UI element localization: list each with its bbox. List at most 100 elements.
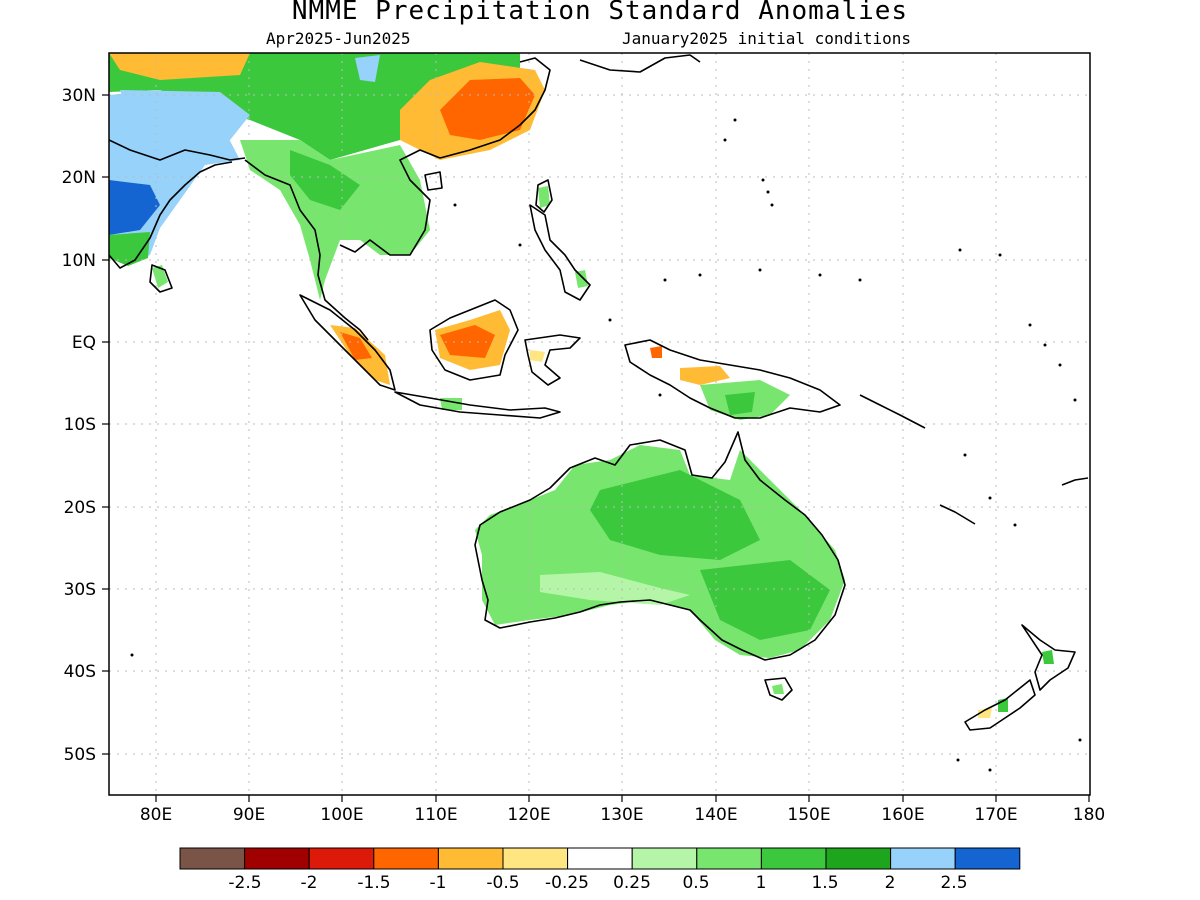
colorbar-swatch (954, 847, 1021, 870)
coast-new-caledonia (939, 504, 976, 525)
islands (130, 118, 1082, 772)
colorbar-label: 1 (756, 873, 767, 893)
lon-tick-label: 170E (974, 805, 1017, 825)
colorbar-label: -0.25 (545, 873, 589, 893)
lake-blue (355, 55, 380, 82)
gridlines (109, 53, 1090, 795)
colorbar-swatch (179, 847, 246, 870)
colorbar-swatch (890, 847, 956, 870)
indochina-darkgreen (290, 150, 360, 210)
lon-tick-label: 90E (233, 805, 265, 825)
lat-tick-label: 20N (62, 168, 96, 188)
india-south-green (109, 232, 150, 266)
lat-tick-label: 30S (64, 580, 96, 600)
colorbar-label: -2 (301, 873, 318, 893)
colorbar-label: -0.5 (486, 873, 519, 893)
coast-taiwan (535, 179, 553, 213)
tasmania-green (772, 684, 784, 694)
coast-borneo (429, 299, 519, 381)
lon-tick-label: 180 (1073, 805, 1105, 825)
australia-darkgreen-2 (700, 560, 830, 640)
colorbar-swatch (244, 847, 310, 870)
colorbar-label: 0.25 (613, 873, 651, 893)
forecast-period: Apr2025-Jun2025 (266, 29, 411, 48)
coast-india (109, 139, 246, 269)
coast-philippines (529, 204, 591, 301)
lon-tick-label: 100E (320, 805, 363, 825)
colorbar-swatch (308, 847, 375, 870)
longitude-axis (155, 795, 1090, 802)
coast-indochina (339, 149, 441, 256)
colorbar-swatch (437, 847, 504, 870)
lon-tick-label: 120E (507, 805, 550, 825)
lat-tick-label: 20S (64, 498, 96, 518)
lon-tick-label: 130E (600, 805, 643, 825)
colorbar-swatch (696, 847, 762, 870)
sulawesi-yellow (530, 350, 545, 362)
indochina-green (240, 140, 430, 300)
map-title: NMME Precipitation Standard Anomalies (291, 0, 909, 26)
anomaly-shading (109, 53, 1054, 718)
india-strong-anomaly (109, 180, 160, 235)
south-china-drier (440, 78, 535, 140)
lat-tick-label: 10S (64, 415, 96, 435)
coast-sulawesi (524, 334, 581, 386)
lon-tick-label: 110E (414, 805, 457, 825)
sumatra-drier (340, 332, 372, 360)
coast-new-guinea (624, 339, 841, 419)
coast-tasmania (764, 677, 793, 701)
bird-head-orange (650, 346, 662, 358)
colorbar-swatch (760, 847, 827, 870)
colorbar-swatch (631, 847, 698, 870)
new-guinea-darkgreen (725, 392, 755, 415)
colorbar-label: -1 (430, 873, 447, 893)
colorbar-swatch (567, 847, 633, 870)
new-guinea-dry (680, 366, 730, 385)
nz-south-green (998, 698, 1008, 712)
colorbar-swatch (502, 847, 569, 870)
coast-japan-ryukyu (579, 54, 701, 73)
philippines-green (575, 270, 588, 288)
coast-fiji (1061, 477, 1089, 486)
tibet-blue (120, 90, 250, 140)
colorbar-label: -1.5 (357, 873, 390, 893)
coast-australia (474, 431, 846, 661)
map-area (109, 53, 1090, 795)
taiwan-green (538, 186, 550, 208)
nz-north-green (1042, 650, 1054, 664)
lat-tick-label: 50S (64, 745, 96, 765)
lon-tick-label: 80E (140, 805, 172, 825)
coast-java (394, 391, 561, 419)
lat-tick-label: 40S (64, 662, 96, 682)
lat-tick-label: EQ (72, 333, 96, 353)
colorbar-label: 2 (885, 873, 896, 893)
colorbar-swatch (373, 847, 439, 870)
lat-tick-label: 10N (62, 251, 96, 271)
coastlines (109, 54, 1089, 731)
colorbar-swatch (825, 847, 892, 870)
coast-sumatra (299, 294, 396, 391)
colorbar-swatches (179, 847, 1021, 870)
lon-tick-label: 160E (881, 805, 924, 825)
coast-nz-south (964, 679, 1036, 731)
australia-darkgreen-1 (590, 470, 760, 560)
colorbar-label: -2.5 (228, 873, 261, 893)
colorbar-label: 0.5 (682, 873, 709, 893)
himalaya-orange (109, 53, 250, 80)
colorbar-label: 2.5 (940, 873, 967, 893)
coast-sri-lanka (149, 264, 173, 293)
tibet-green (109, 53, 520, 160)
coast-nz-north (1021, 624, 1076, 691)
borneo-drier (440, 325, 495, 358)
lon-tick-label: 150E (787, 805, 830, 825)
coast-solomons (859, 394, 926, 429)
colorbar-labels: -2.5 -2 -1.5 -1 -0.5 -0.25 0.25 0.5 1 1.… (228, 873, 967, 893)
lon-tick-label: 140E (694, 805, 737, 825)
initial-conditions: January2025 initial conditions (622, 29, 911, 48)
lat-tick-label: 30N (62, 86, 96, 106)
colorbar-label: 1.5 (811, 873, 838, 893)
latitude-axis (102, 94, 109, 755)
nz-south-yellow (978, 708, 992, 718)
coast-hainan (424, 171, 443, 191)
